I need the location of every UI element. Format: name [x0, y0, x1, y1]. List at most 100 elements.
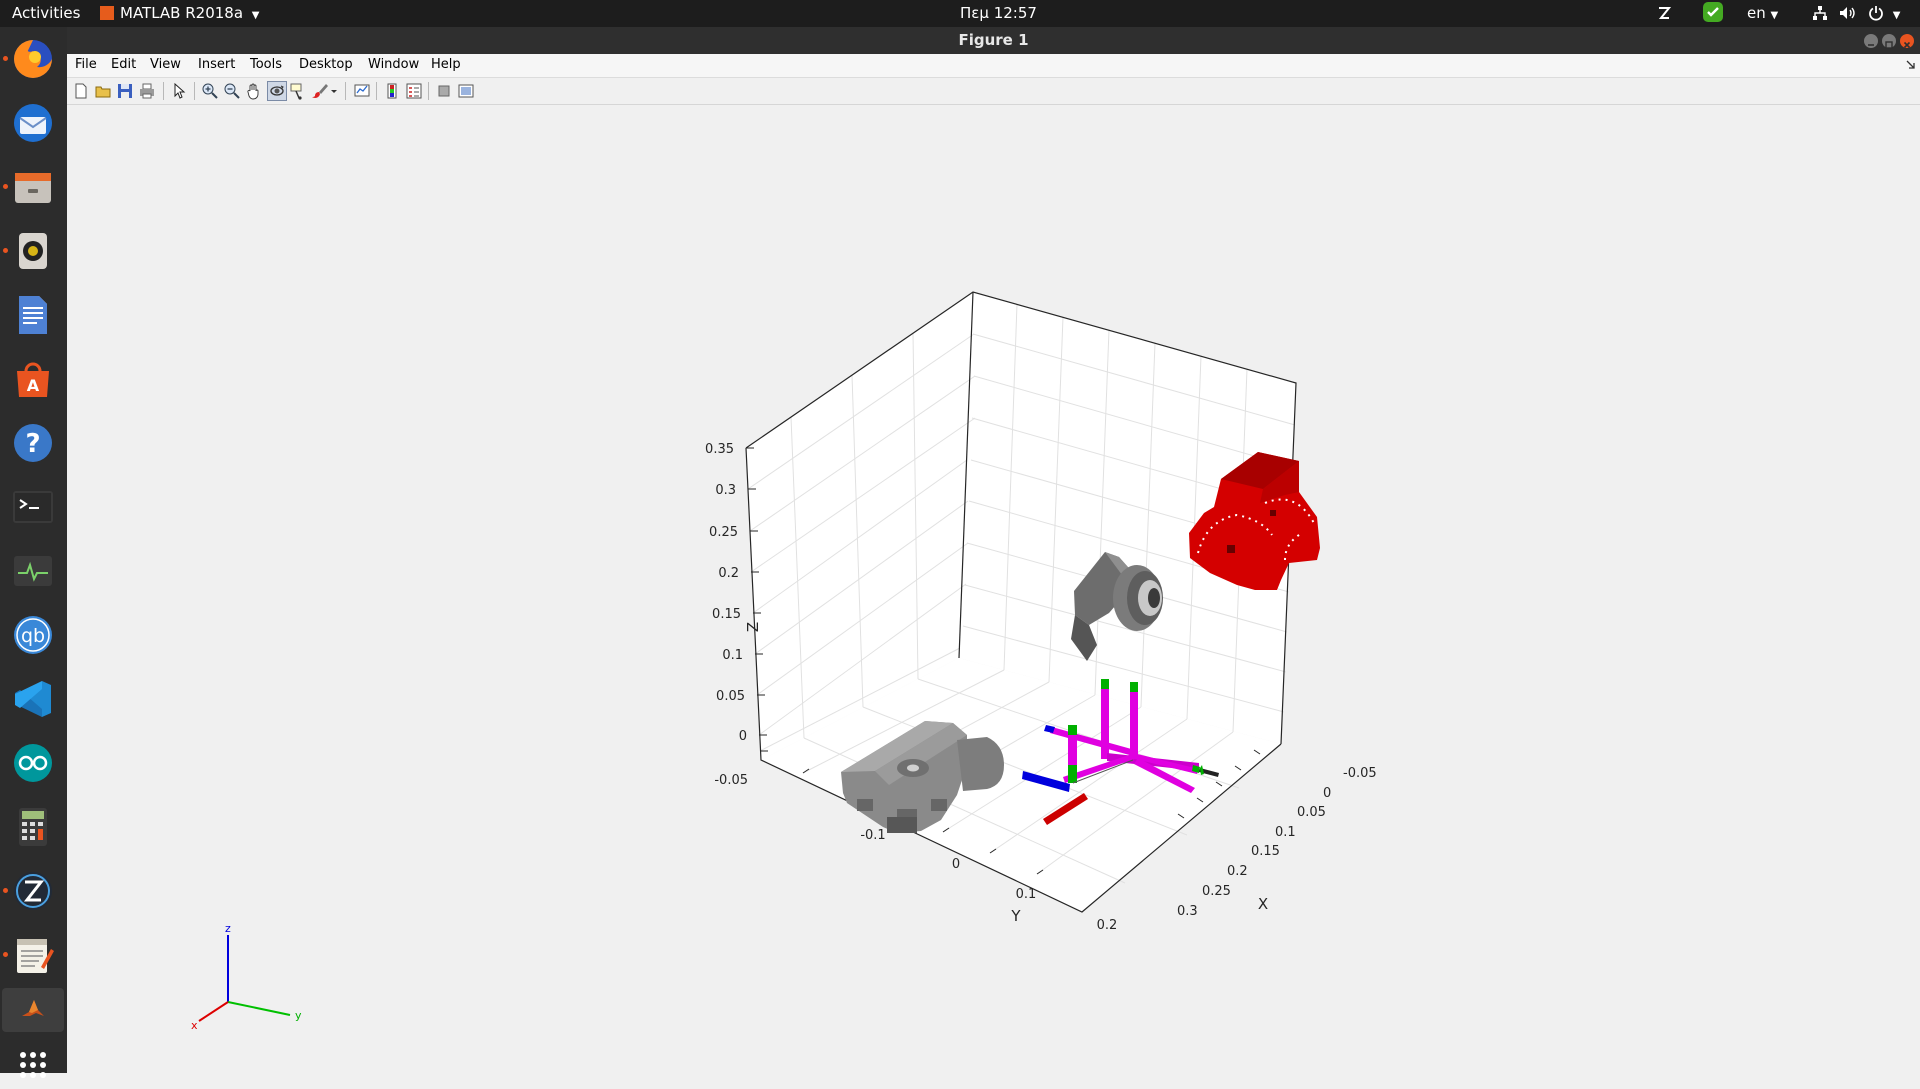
blue-axis [1022, 771, 1070, 792]
z-tick-labels: 0.35 0.3 0.25 0.2 0.15 0.1 0.05 0 -0.05 [705, 442, 748, 788]
legend-icon[interactable] [405, 82, 423, 100]
language-selector[interactable]: en ▼ [1747, 0, 1778, 27]
x-tick-label: 0.05 [1297, 805, 1326, 820]
magenta-link [1134, 758, 1195, 793]
toolbar-separator [428, 82, 429, 100]
menu-help[interactable]: Help [431, 57, 461, 72]
save-figure-icon[interactable] [116, 82, 134, 100]
z-axis-label: Z [744, 622, 762, 632]
toolbar-separator [163, 82, 164, 100]
z-tick-label: 0 [739, 729, 747, 744]
show-applications-icon[interactable] [9, 1041, 57, 1089]
zoom-in-icon[interactable] [201, 82, 219, 100]
menu-tools[interactable]: Tools [250, 57, 283, 72]
z-tick-label: 0.35 [705, 442, 734, 457]
arduino-icon[interactable] [9, 739, 57, 787]
text-editor-icon[interactable] [9, 931, 57, 979]
hide-plot-tools-icon[interactable] [435, 82, 453, 100]
activities-button[interactable]: Activities [12, 4, 81, 22]
firefox-icon[interactable] [9, 35, 57, 83]
x-axis-label: X [1258, 895, 1268, 913]
pan-hand-icon[interactable] [245, 82, 263, 100]
menu-insert[interactable]: Insert [198, 57, 236, 72]
running-indicator [3, 56, 8, 61]
print-figure-icon[interactable] [138, 82, 156, 100]
triad-x-axis [198, 1001, 229, 1022]
menu-desktop[interactable]: Desktop [299, 57, 353, 72]
menu-edit[interactable]: Edit [111, 57, 137, 72]
window-title: Figure 1 [958, 31, 1029, 49]
dock: A ? qb [0, 27, 67, 1078]
triad-y-label: y [295, 1009, 302, 1022]
menu-file[interactable]: File [75, 57, 97, 72]
help-icon[interactable]: ? [9, 419, 57, 467]
menu-window[interactable]: Window [368, 57, 420, 72]
zoom-out-icon[interactable] [223, 82, 241, 100]
matlab-dock-icon[interactable] [2, 988, 64, 1032]
dock-figure-arrow-icon[interactable] [1906, 59, 1916, 74]
green-joint [1200, 765, 1204, 775]
triad-y-axis [227, 1001, 291, 1016]
colorbar-icon[interactable] [383, 82, 401, 100]
magenta-link [1130, 690, 1138, 762]
show-plot-tools-icon[interactable] [457, 82, 475, 100]
vscode-icon[interactable] [9, 675, 57, 723]
menu-view[interactable]: View [150, 57, 181, 72]
open-file-icon[interactable] [94, 82, 112, 100]
data-cursor-icon[interactable] [289, 82, 307, 100]
y-tick-label: -0.1 [860, 828, 885, 843]
x-tick-label: 0.3 [1177, 904, 1198, 919]
3d-axes[interactable]: 0.35 0.3 0.25 0.2 0.15 0.1 0.05 0 -0.05 … [67, 105, 1920, 1073]
chevron-down-icon: ▼ [1770, 10, 1779, 21]
system-monitor-icon[interactable] [9, 547, 57, 595]
z-tick-label: 0.25 [709, 525, 738, 540]
libreoffice-writer-icon[interactable] [9, 291, 57, 339]
minimize-button[interactable] [1864, 34, 1878, 48]
files-icon[interactable] [9, 163, 57, 211]
rhythmbox-icon[interactable] [9, 227, 57, 275]
figure-canvas[interactable]: 0.35 0.3 0.25 0.2 0.15 0.1 0.05 0 -0.05 … [67, 105, 1920, 1073]
close-button[interactable] [1900, 34, 1914, 49]
gray-motor-part [1071, 552, 1163, 661]
y-tick-label: 0 [952, 857, 960, 872]
magenta-link [1131, 753, 1199, 774]
z-tick-label: 0.2 [718, 566, 739, 581]
power-icon[interactable]: ▼ [1868, 0, 1900, 27]
new-figure-icon[interactable] [72, 82, 90, 100]
language-label: en [1747, 4, 1766, 22]
blue-axis [1044, 725, 1055, 733]
magenta-link [1068, 731, 1077, 769]
window-titlebar[interactable]: Figure 1 [67, 27, 1920, 54]
zerotier-icon[interactable] [9, 867, 57, 915]
x-tick-label: 0.2 [1227, 864, 1248, 879]
rotate-3d-icon[interactable] [267, 81, 287, 101]
zerotier-tray-icon[interactable] [1656, 0, 1672, 27]
link-plot-icon[interactable] [353, 82, 371, 100]
brush-icon[interactable] [311, 82, 329, 100]
volume-icon[interactable] [1838, 0, 1856, 27]
thunderbird-icon[interactable] [9, 99, 57, 147]
svg-text:qb: qb [21, 625, 45, 647]
chevron-down-icon: ▼ [251, 10, 260, 21]
ubuntu-software-icon[interactable]: A [9, 355, 57, 403]
x-tick-label: 0 [1323, 786, 1331, 801]
green-joint [1192, 765, 1200, 773]
qbittorrent-icon[interactable]: qb [9, 611, 57, 659]
figure-window: Figure 1 File Edit View Insert Tools Des… [67, 27, 1920, 1073]
x-tick-label: -0.05 [1343, 766, 1377, 781]
z-tick-label: 0.3 [715, 483, 736, 498]
update-check-icon[interactable] [1703, 0, 1723, 27]
network-icon[interactable] [1812, 0, 1828, 27]
robot-links [1022, 679, 1219, 825]
toolbar-separator [345, 82, 346, 100]
maximize-button[interactable] [1882, 34, 1896, 49]
terminal-icon[interactable] [9, 483, 57, 531]
edit-plot-arrow-icon[interactable] [170, 82, 188, 100]
calculator-icon[interactable] [9, 803, 57, 851]
right-back-wall [959, 292, 1296, 744]
z-tick-label: 0.05 [716, 689, 745, 704]
app-menu[interactable]: MATLAB R2018a ▼ [100, 0, 260, 27]
brush-dropdown-icon[interactable] [329, 82, 339, 100]
clock[interactable]: Πεμ 12:57 [960, 4, 1037, 22]
black-end-effector [1199, 768, 1219, 777]
